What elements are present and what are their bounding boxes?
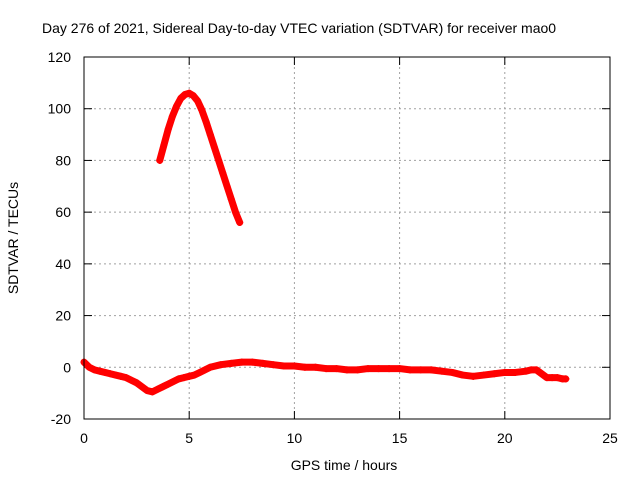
x-tick-label: 0 — [80, 430, 88, 446]
series-arc-high — [156, 89, 244, 226]
y-tick-label: -20 — [51, 411, 71, 427]
plot-frame — [83, 56, 611, 420]
chart-title: Day 276 of 2021, Sidereal Day-to-day VTE… — [42, 20, 556, 36]
grid — [84, 57, 610, 419]
x-tick-label: 15 — [392, 430, 408, 446]
y-tick-label: 80 — [55, 152, 71, 168]
y-axis-label: SDTVAR / TECUs — [5, 182, 21, 294]
x-tick-label: 25 — [602, 430, 618, 446]
x-tick-label: 10 — [287, 430, 303, 446]
y-tick-label: 120 — [48, 49, 72, 65]
y-tick-label: 60 — [55, 204, 71, 220]
y-tick-label: 20 — [55, 308, 71, 324]
x-tick-label: 20 — [497, 430, 513, 446]
data-points — [80, 89, 570, 396]
x-axis-label: GPS time / hours — [291, 457, 398, 473]
y-tick-label: 0 — [63, 359, 71, 375]
x-tick-label: 5 — [185, 430, 193, 446]
y-tick-label: 40 — [55, 256, 71, 272]
y-tick-label: 100 — [48, 101, 72, 117]
x-tick-labels: 0 5 10 15 20 25 — [80, 430, 618, 446]
series-band — [80, 358, 570, 396]
series-band — [156, 89, 244, 226]
plot-area — [84, 57, 610, 419]
series-near-zero — [80, 358, 570, 396]
y-tick-labels: -20 0 20 40 60 80 100 120 — [48, 49, 72, 427]
